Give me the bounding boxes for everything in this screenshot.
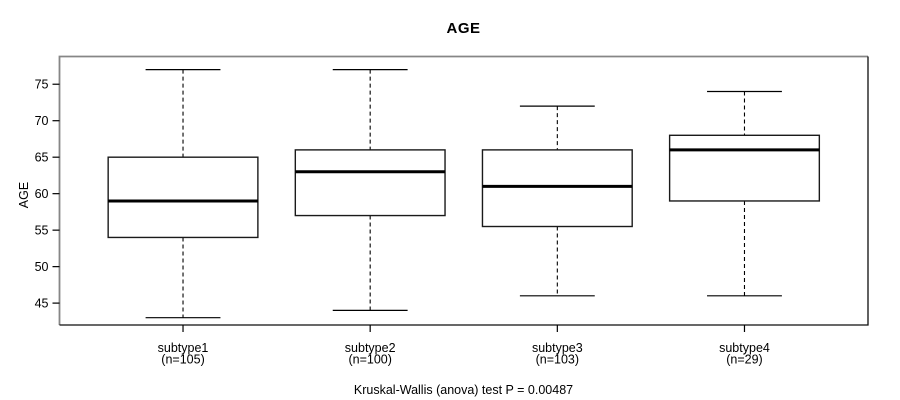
y-tick-label: 75	[35, 78, 49, 92]
y-tick-label: 60	[35, 187, 49, 201]
x-label: subtype4	[719, 341, 770, 355]
box-iqr	[107, 156, 259, 239]
box-iqr	[481, 149, 633, 228]
box-iqr	[294, 149, 446, 217]
x-sublabel: (n=105)	[161, 353, 204, 367]
x-sublabel: (n=29)	[726, 353, 762, 367]
x-label: subtype2	[345, 341, 396, 355]
x-label: subtype1	[158, 341, 209, 355]
plot-frame-top-left	[58, 55, 868, 325]
x-sublabel: (n=103)	[536, 353, 579, 367]
x-label: subtype3	[532, 341, 583, 355]
y-tick-label: 50	[35, 260, 49, 274]
y-tick-label: 55	[35, 223, 49, 237]
chart-title: AGE	[446, 20, 481, 37]
y-tick-label: 65	[35, 150, 49, 164]
stat-test-caption: Kruskal-Wallis (anova) test P = 0.00487	[353, 383, 574, 397]
y-tick-label: 70	[35, 114, 49, 128]
box-iqr	[668, 134, 821, 202]
x-sublabel: (n=100)	[348, 353, 391, 367]
plot-frame-bottom-right	[59, 56, 869, 326]
y-tick-label: 45	[35, 296, 49, 310]
